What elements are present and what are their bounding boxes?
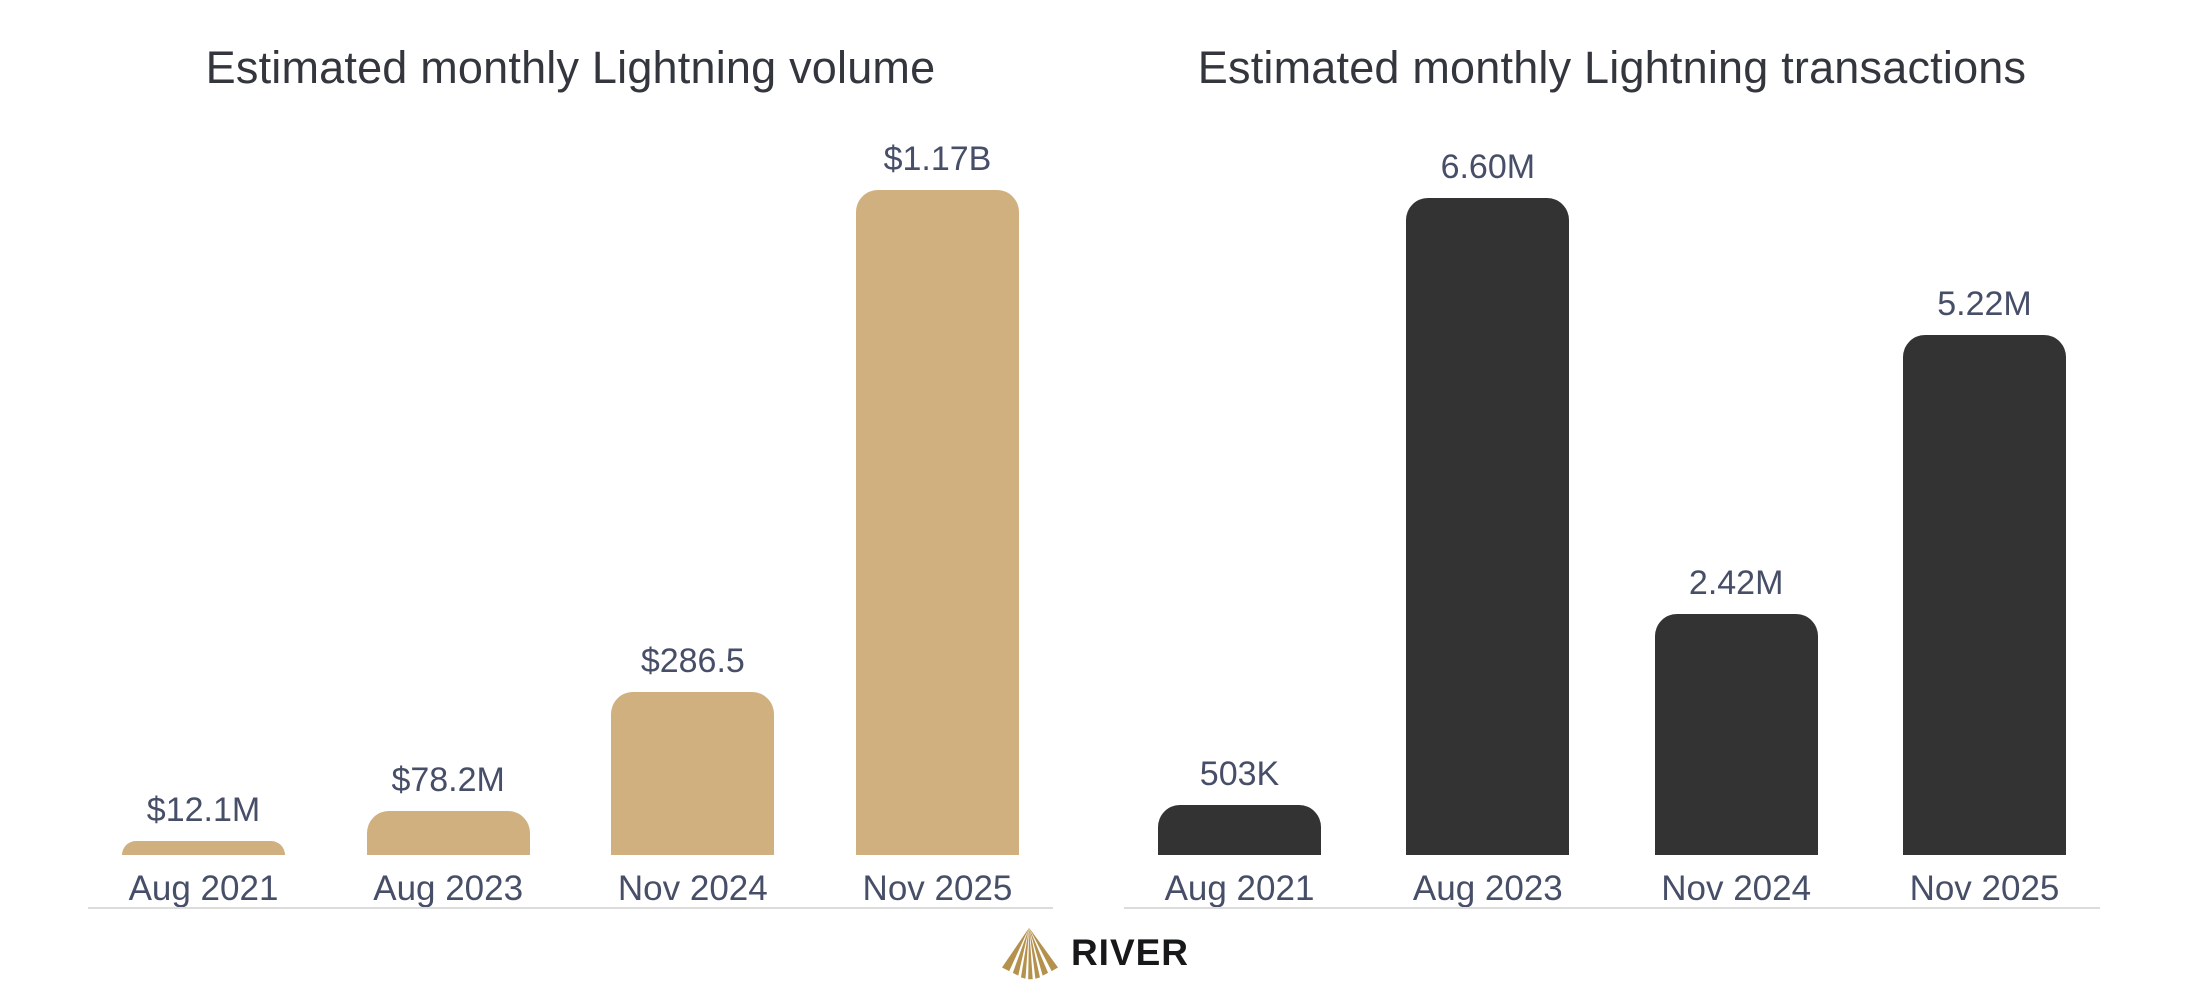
river-logo-icon: [1001, 927, 1058, 980]
transactions-x-axis-ticks: Aug 2021 Aug 2023 Nov 2024 Nov 2025: [1124, 869, 2100, 909]
bar-nov-2024: [1654, 614, 1818, 855]
x-tick-nov-2024: Nov 2024: [1661, 869, 1812, 908]
transactions-chart-title: Estimated monthly Lightning transactions: [1197, 42, 2027, 93]
bar-value-label-aug-2021: $12.1M: [146, 791, 261, 829]
bar-column-aug-2023: $78.2M: [366, 100, 530, 855]
transactions-chart-bars: 503K 6.60M 2.42M 5.22M: [1124, 100, 2100, 855]
bar-nov-2025: [855, 190, 1019, 855]
bar-aug-2021: [122, 841, 285, 855]
bar-column-aug-2021: $12.1M: [122, 100, 285, 855]
bar-column-nov-2025: 5.22M: [1902, 100, 2066, 855]
river-brand-footer: RIVER: [0, 925, 2190, 981]
volume-chart-bars: $12.1M $78.2M $286.5 $1.17B: [88, 100, 1053, 855]
bar-value-label-aug-2021: 503K: [1199, 754, 1280, 793]
x-tick-aug-2021: Aug 2021: [128, 869, 279, 908]
river-brand-name: RIVER: [1070, 932, 1190, 973]
bar-column-aug-2023: 6.60M: [1406, 100, 1570, 855]
volume-chart-title: Estimated monthly Lightning volume: [205, 42, 936, 93]
volume-x-axis-line: [88, 907, 1053, 909]
volume-x-axis-ticks: Aug 2021 Aug 2023 Nov 2024 Nov 2025: [88, 869, 1053, 909]
volume-chart: Estimated monthly Lightning volume $12.1…: [88, 40, 1053, 909]
x-tick-nov-2025: Nov 2025: [1909, 869, 2060, 908]
x-tick-aug-2021: Aug 2021: [1164, 869, 1315, 908]
bar-value-label-nov-2024: $286.5: [640, 642, 745, 681]
charts-row: Estimated monthly Lightning volume $12.1…: [88, 40, 2100, 909]
bar-nov-2024: [611, 692, 775, 855]
bar-value-label-nov-2025: $1.17B: [883, 140, 992, 178]
volume-chart-plot: $12.1M $78.2M $286.5 $1.17B Aug 2021 Aug 202…: [88, 100, 1053, 909]
bar-value-label-nov-2024: 2.42M: [1688, 564, 1784, 603]
bar-aug-2023: [1406, 198, 1570, 855]
bar-column-nov-2024: $286.5: [611, 100, 775, 855]
transactions-x-axis-line: [1124, 907, 2100, 909]
bar-column-nov-2024: 2.42M: [1654, 100, 1818, 855]
x-tick-aug-2023: Aug 2023: [1412, 869, 1563, 908]
bar-aug-2021: [1158, 804, 1321, 855]
bar-value-label-aug-2023: $78.2M: [391, 760, 505, 799]
bar-aug-2023: [366, 810, 530, 855]
bar-nov-2025: [1902, 335, 2066, 855]
x-tick-nov-2024: Nov 2024: [617, 869, 768, 908]
x-tick-nov-2025: Nov 2025: [862, 869, 1013, 908]
bar-column-aug-2021: 503K: [1158, 100, 1321, 855]
transactions-chart: Estimated monthly Lightning transactions…: [1124, 40, 2100, 909]
x-tick-aug-2023: Aug 2023: [373, 869, 524, 908]
transactions-chart-plot: 503K 6.60M 2.42M 5.22M Aug 2021 Aug 2023 Nov …: [1124, 100, 2100, 909]
bar-column-nov-2025: $1.17B: [855, 100, 1019, 855]
bar-value-label-aug-2023: 6.60M: [1440, 148, 1536, 186]
bar-value-label-nov-2025: 5.22M: [1937, 285, 2032, 324]
